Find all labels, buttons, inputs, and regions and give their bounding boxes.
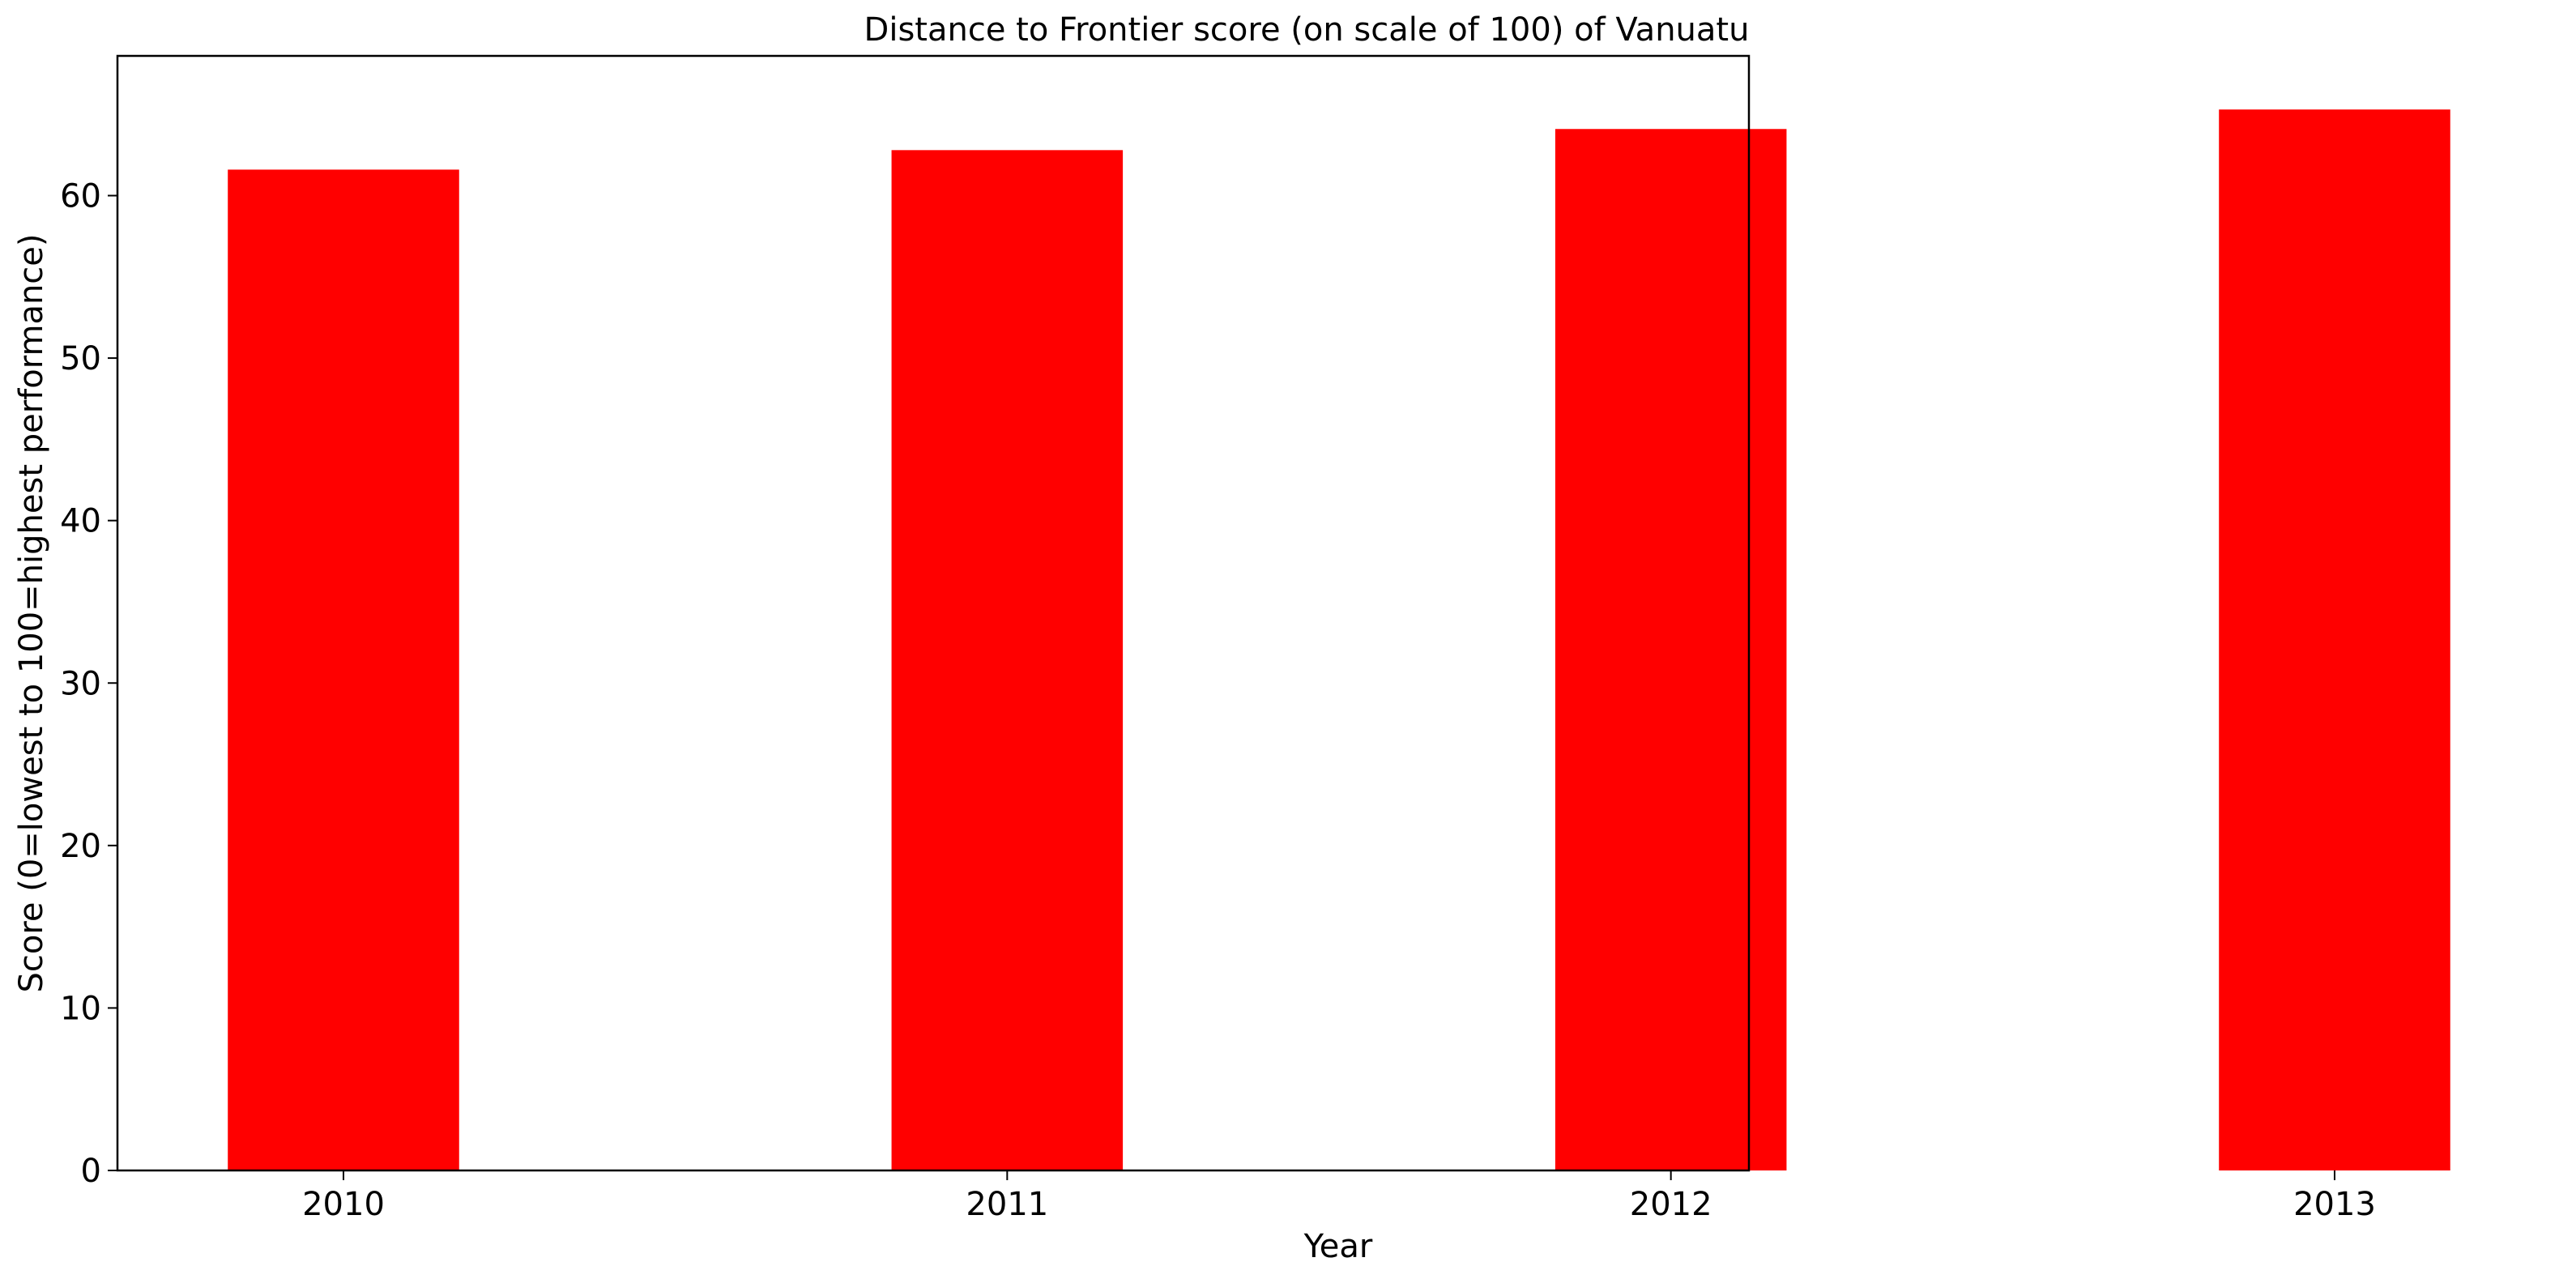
plot-frame [116,54,1751,1172]
y-tick-label: 40 [60,503,101,540]
y-axis-ticks: 0 10 20 30 40 50 60 [60,178,117,1190]
x-tick-label: 2013 [2293,1186,2376,1223]
chart-title: Distance to Frontier score (on scale of … [864,11,1750,49]
x-tick-label: 2012 [1630,1186,1712,1223]
y-axis-label: Score (0=lowest to 100=highest performan… [13,233,50,992]
bar-2010 [228,169,459,1170]
y-tick-label: 10 [60,990,101,1027]
x-tick-label: 2011 [966,1186,1048,1223]
y-tick-label: 60 [60,178,101,215]
x-axis-ticks: 2010 2011 2012 2013 [302,1170,2376,1223]
bar-2012 [1555,129,1787,1170]
bar-2011 [891,150,1124,1171]
y-tick-label: 50 [60,340,101,377]
x-tick-label: 2010 [302,1186,385,1223]
bars-group [228,109,2450,1171]
y-tick-label: 0 [81,1153,101,1190]
x-axis-label: Year [1303,1228,1373,1265]
y-tick-label: 30 [60,665,101,702]
bar-2013 [2219,109,2450,1171]
y-tick-label: 20 [60,828,101,865]
